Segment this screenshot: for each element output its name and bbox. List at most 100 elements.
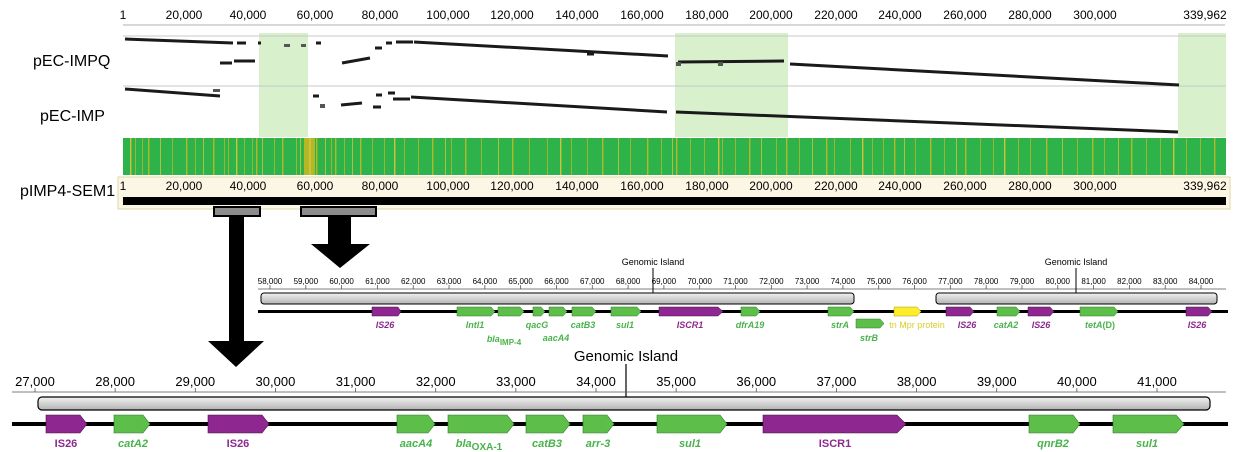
gene-label: sul1 [679,438,701,450]
identity-mark [735,138,736,175]
top-tick-label: 339,962 [1183,8,1227,22]
reference-bar [123,197,1226,205]
identity-mark [1077,138,1078,175]
identity-mark [300,138,301,175]
identity-mark [834,138,835,175]
gene-label: catB3 [571,320,596,330]
identity-mark [282,138,284,175]
identity-mark [432,138,434,175]
gene-strb [855,318,885,329]
ruler-tick-label: 31,000 [336,374,376,389]
ruler-tick-label: 76,000 [902,277,927,286]
ref-tick-label: 180,000 [685,179,729,193]
ref-tick-label: 280,000 [1008,179,1052,193]
identity-mark [630,138,631,175]
top-tick-label: 100,000 [426,8,470,22]
reference-ruler-labels: 1 20,000 40,000 60,000 80,000 100,000 12… [120,179,1227,193]
identity-mark [1146,138,1147,175]
identity-mark [850,138,851,175]
top-tick-label: 60,000 [297,8,334,22]
plasmid-label-a: pEC-IMPQ [33,53,110,70]
gene-label: aacA4 [400,438,432,450]
gene-label: qnrB2 [1037,438,1069,450]
zoom-indicators [208,206,377,367]
gene-label: blaOXA-1 [456,438,503,452]
gene-label: IS26 [1032,320,1052,330]
ref-tick-label: 40,000 [230,179,267,193]
identity-strip [123,138,1226,175]
ref-tick-label: 140,000 [555,179,599,193]
ref-tick-label: 200,000 [749,179,793,193]
gene-label: Intl1 [466,320,485,330]
gene-label: blaIMP-4 [487,334,522,347]
top-ruler-labels: 1 20,000 40,000 60,000 80,000 100,000 12… [120,8,1227,22]
identity-mark [980,138,981,175]
identity-mark [704,138,705,175]
ruler-tick-label: 34,000 [576,374,616,389]
ref-tick-label: 160,000 [620,179,664,193]
genomic-island-label: Genomic Island [1045,257,1108,267]
small-mark [213,89,220,92]
alignment-segments-a [124,37,1180,87]
identity-mark [862,138,864,175]
alignment-segments-b [124,87,1179,134]
top-tick-label: 20,000 [166,8,203,22]
ruler-tick-label: 80,000 [1046,277,1071,286]
highlight-region-3 [1178,33,1226,137]
identity-mark [142,138,143,175]
identity-mark [130,138,132,175]
ruler-tick-label: 59,000 [294,277,319,286]
top-tick-label: 160,000 [620,8,664,22]
top-tick-label: 180,000 [685,8,729,22]
gene-cata2 [113,414,151,434]
identity-mark [451,138,452,175]
ruler-tick-label: 27,000 [15,374,55,389]
identity-mark [160,138,161,175]
ruler-tick-label: 75,000 [866,277,891,286]
ruler-tick-label: 66,000 [544,277,569,286]
ruler-tick-label: 65,000 [508,277,533,286]
identity-mark [306,138,308,175]
ref-tick-label: 220,000 [814,179,858,193]
identity-mark [335,138,337,175]
gene-iscr1 [762,414,907,434]
small-mark [301,44,306,47]
plasmid-label-b: pEC-IMP [40,108,105,125]
ruler-tick-label: 81,000 [1081,277,1106,286]
gene-label: ISCR1 [819,438,851,450]
ruler-tick-label: 39,000 [977,374,1017,389]
ruler-tick-label: 79,000 [1010,277,1035,286]
ruler-tick-label: 37,000 [817,374,857,389]
ruler-tick-label: 58,000 [258,277,283,286]
identity-mark [786,138,788,175]
identity-mark [1131,138,1133,175]
top-tick-label: 220,000 [814,8,858,22]
ruler-tick-label: 64,000 [473,277,498,286]
identity-mark [296,138,297,175]
ruler-tick-label: 36,000 [736,374,776,389]
identity-mark [1030,138,1031,175]
ref-tick-label: 300,000 [1073,179,1117,193]
identity-mark [148,138,150,175]
ruler-tick-label: 28,000 [95,374,135,389]
reference-label: pIMP4-SEM1 [20,183,115,200]
identity-mark [316,138,318,175]
identity-mark [344,138,345,175]
identity-mark [512,138,514,175]
gene-label: IS26 [55,438,78,450]
identity-mark [1004,138,1006,175]
identity-mark [465,138,467,175]
gene-label: IS26 [1188,320,1208,330]
ruler-tick-label: 72,000 [759,277,784,286]
gene-sul1 [1112,414,1185,434]
identity-mark [203,138,204,175]
identity-mark [944,138,945,175]
gene-label: catA2 [118,438,148,450]
bottom-gene-map: Genomic Island 27,000 28,000 29,000 30,000 3… [12,348,1228,452]
identity-mark [1046,138,1048,175]
gene-aaca4 [396,414,436,434]
genomic-island-bar [37,396,1211,411]
identity-mark [560,138,562,175]
identity-mark [228,138,229,175]
identity-mark [418,138,419,175]
